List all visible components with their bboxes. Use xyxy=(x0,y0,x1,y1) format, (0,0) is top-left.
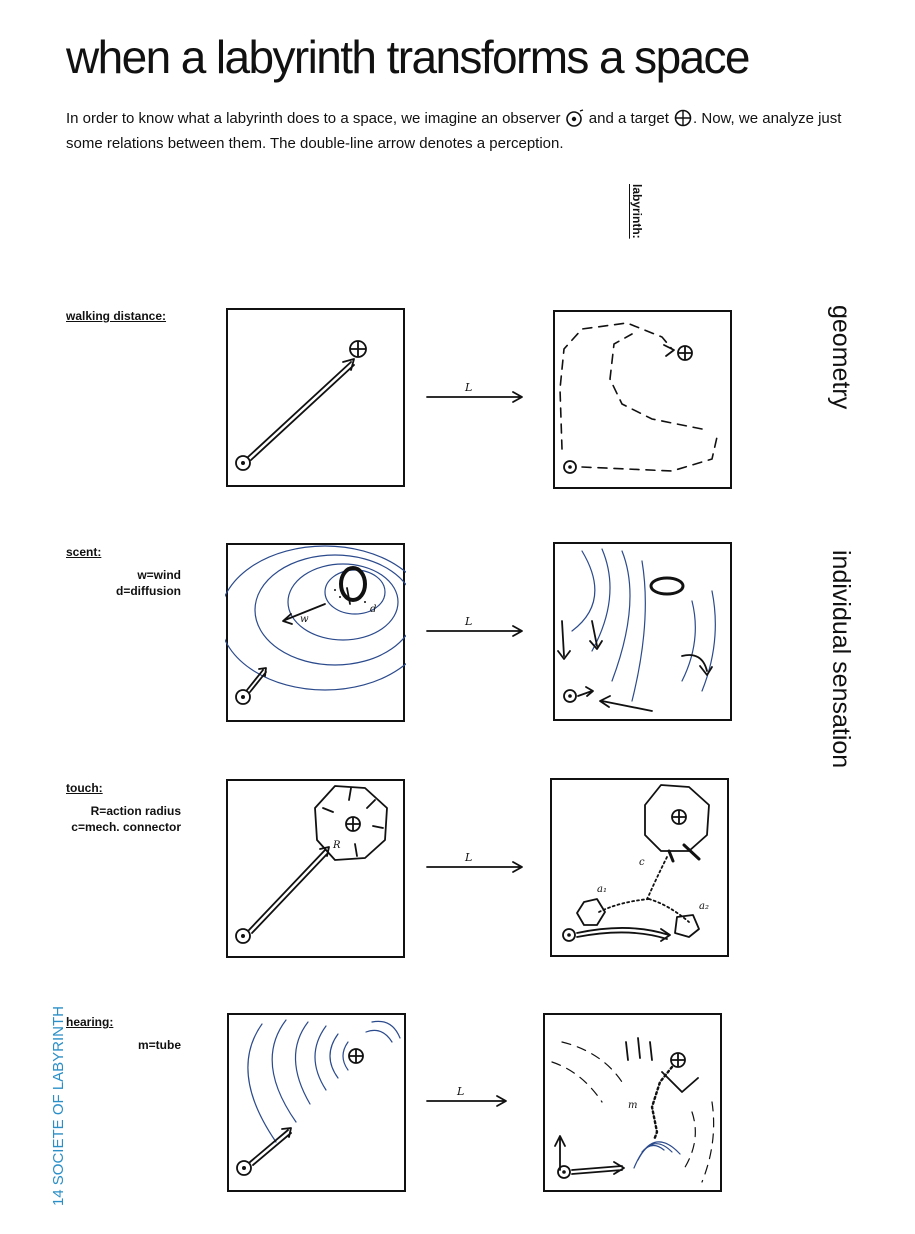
a1-label: a₁ xyxy=(597,884,607,895)
legend-scent: w=wind d=diffusion xyxy=(66,567,181,599)
labyrinth-transform-arrow-icon: L xyxy=(425,617,525,647)
category-individual-sensation: individual sensation xyxy=(827,550,855,769)
wind-label: w xyxy=(300,614,309,625)
legend-tube: m=tube xyxy=(137,1038,181,1052)
labyrinth-transform-arrow-icon: L xyxy=(425,853,525,883)
intro-text-3: . Now, we analyze just some relations be… xyxy=(66,110,842,152)
radius-label: R xyxy=(332,840,341,851)
a2-label: a₂ xyxy=(699,901,709,912)
scent-open-space-sketch: w d xyxy=(225,542,406,723)
walking-distance-open-space-sketch xyxy=(225,307,406,488)
row-label-scent: scent: xyxy=(66,545,102,559)
legend-action-radius: R=action radius xyxy=(90,804,181,818)
legend-mech-connector: c=mech. connector xyxy=(71,820,181,834)
hearing-labyrinth-sketch: m xyxy=(542,1012,723,1193)
row-label-touch: touch: xyxy=(66,781,103,795)
hearing-open-space-sketch xyxy=(226,1012,407,1193)
labyrinth-transform-arrow-icon: L xyxy=(425,383,525,413)
row-label-walking-distance: walking distance: xyxy=(66,309,167,323)
labyrinth-column-heading: labyrinth: xyxy=(630,184,644,239)
legend-wind: w=wind xyxy=(137,568,181,582)
legend-diffusion: d=diffusion xyxy=(116,584,181,598)
intro-paragraph: In order to know what a labyrinth does t… xyxy=(66,106,846,156)
legend-touch: R=action radius c=mech. connector xyxy=(66,803,181,835)
page-title: when a labyrinth transforms a space xyxy=(66,31,751,83)
walking-distance-labyrinth-sketch xyxy=(552,309,733,490)
transform-letter: L xyxy=(464,853,472,864)
tube-label: m xyxy=(628,1100,637,1111)
connector-label: c xyxy=(639,857,645,868)
row-label-hearing: hearing: xyxy=(66,1015,114,1029)
legend-hearing: m=tube xyxy=(66,1037,181,1053)
touch-open-space-sketch: R xyxy=(225,778,406,959)
observer-icon xyxy=(565,109,585,127)
transform-letter: L xyxy=(464,383,472,394)
touch-labyrinth-sketch: c a₁ a₂ xyxy=(549,777,730,958)
transform-letter: L xyxy=(456,1087,464,1098)
transform-letter: L xyxy=(464,617,472,628)
category-geometry: geometry xyxy=(827,305,855,410)
target-icon xyxy=(673,109,693,127)
diffusion-label: d xyxy=(370,604,376,615)
page-side-label: 14 SOCIETE OF LABYRINTH xyxy=(50,1006,67,1207)
intro-text-2: and a target xyxy=(588,110,669,127)
scent-labyrinth-sketch xyxy=(552,541,733,722)
intro-text-1: In order to know what a labyrinth does t… xyxy=(66,110,561,127)
labyrinth-transform-arrow-icon: L xyxy=(425,1087,525,1117)
